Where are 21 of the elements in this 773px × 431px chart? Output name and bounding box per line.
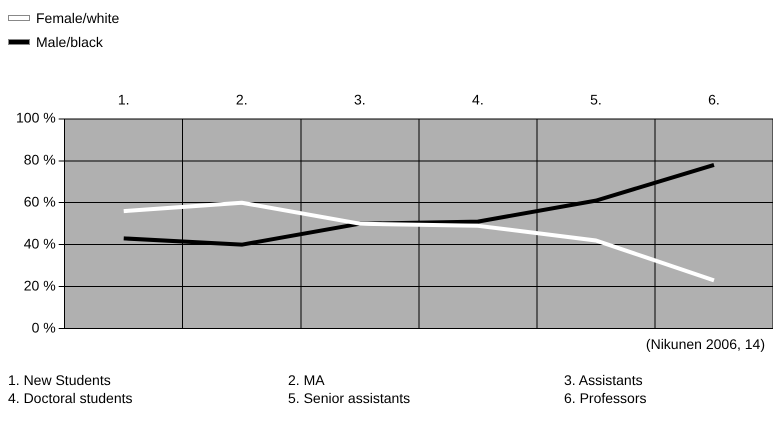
x-tick-label: 1. xyxy=(118,91,130,108)
x-tick-label: 2. xyxy=(236,91,248,108)
text: 3. Assistants xyxy=(564,372,644,388)
text: (Nikunen 2006, 14) xyxy=(646,336,765,352)
x-tick-label: 4. xyxy=(472,91,484,108)
y-tick-label: 100 % xyxy=(16,110,56,126)
text: 5. Senior assistants xyxy=(288,390,412,406)
legend-label: Male/black xyxy=(36,34,103,50)
y-tick-label: 80 % xyxy=(24,152,56,168)
legend-label: Female/white xyxy=(36,10,120,26)
x-tick-label: 6. xyxy=(708,91,720,108)
x-tick-label: 5. xyxy=(590,91,602,108)
text: 4. Doctoral students xyxy=(8,390,134,406)
y-tick-label: 60 % xyxy=(24,194,56,210)
text: 1. New Students xyxy=(8,372,112,388)
text: 2. MA xyxy=(288,372,326,388)
y-tick-label: 20 % xyxy=(24,278,56,294)
x-tick-label: 3. xyxy=(354,91,366,108)
y-tick-label: 40 % xyxy=(24,236,56,252)
y-tick-label: 0 % xyxy=(32,319,56,336)
text: 6. Professors xyxy=(564,390,648,406)
